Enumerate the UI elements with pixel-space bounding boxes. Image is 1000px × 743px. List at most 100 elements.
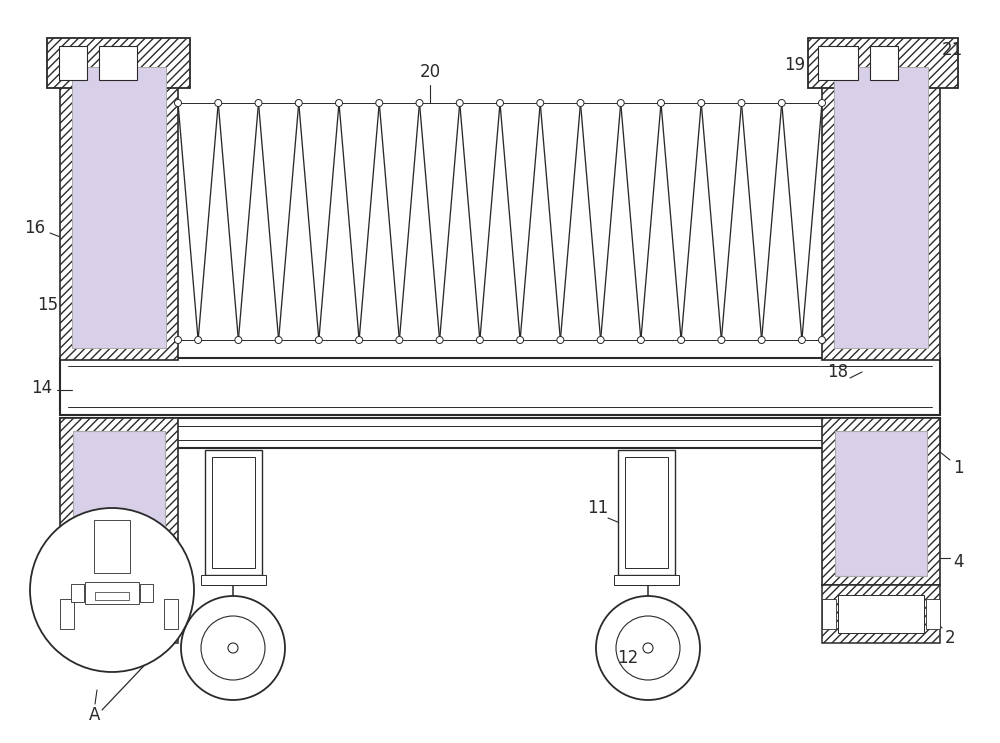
Bar	[60, 55, 178, 360]
Bar	[808, 38, 958, 88]
Bar	[60, 418, 940, 448]
Circle shape	[275, 337, 282, 343]
Bar	[94, 520, 130, 573]
Text: 11: 11	[587, 499, 609, 517]
Circle shape	[596, 596, 700, 700]
Circle shape	[637, 337, 644, 343]
Text: 18: 18	[827, 363, 849, 381]
Circle shape	[476, 337, 483, 343]
Circle shape	[30, 508, 194, 672]
Bar	[618, 450, 675, 575]
Bar	[822, 55, 940, 360]
Bar	[47, 38, 190, 88]
Bar	[164, 599, 178, 629]
Bar	[870, 46, 898, 80]
Bar	[86, 512, 138, 577]
Circle shape	[658, 100, 664, 106]
Bar	[72, 67, 166, 348]
Bar	[60, 55, 178, 360]
Circle shape	[175, 100, 182, 106]
Circle shape	[718, 337, 725, 343]
Circle shape	[456, 100, 463, 106]
Circle shape	[778, 100, 785, 106]
Bar	[60, 418, 178, 585]
Bar	[71, 584, 84, 602]
Circle shape	[678, 337, 685, 343]
Circle shape	[215, 100, 222, 106]
Bar	[99, 46, 137, 80]
Circle shape	[295, 100, 302, 106]
Bar	[201, 575, 266, 585]
Bar	[822, 599, 836, 629]
Text: 1: 1	[953, 459, 963, 477]
Circle shape	[616, 616, 680, 680]
Circle shape	[195, 337, 202, 343]
Text: 21: 21	[941, 41, 963, 59]
Bar	[73, 431, 165, 576]
Bar	[60, 585, 178, 643]
Bar	[822, 585, 940, 643]
Text: 19: 19	[784, 56, 806, 74]
Text: 14: 14	[31, 379, 53, 397]
Bar	[818, 46, 858, 80]
Circle shape	[758, 337, 765, 343]
Circle shape	[376, 100, 383, 106]
Bar	[71, 574, 153, 612]
Bar	[838, 595, 924, 633]
Bar	[60, 585, 178, 643]
Bar	[614, 575, 679, 585]
Text: 2: 2	[945, 629, 955, 647]
Text: 15: 15	[37, 296, 59, 314]
Circle shape	[255, 100, 262, 106]
Circle shape	[235, 337, 242, 343]
Circle shape	[416, 100, 423, 106]
Circle shape	[643, 643, 653, 653]
Circle shape	[436, 337, 443, 343]
Bar	[60, 358, 940, 415]
Bar	[205, 450, 262, 575]
Circle shape	[617, 100, 624, 106]
Text: 12: 12	[617, 649, 639, 667]
Bar	[822, 55, 940, 360]
Bar	[95, 592, 129, 600]
Bar	[926, 599, 940, 629]
Bar	[822, 418, 940, 585]
Circle shape	[496, 100, 504, 106]
Bar	[71, 574, 153, 612]
Bar	[834, 67, 928, 348]
Bar	[212, 457, 255, 568]
Circle shape	[396, 337, 403, 343]
Bar	[835, 431, 927, 576]
Text: 4: 4	[953, 553, 963, 571]
Text: A: A	[89, 706, 101, 724]
Circle shape	[175, 337, 182, 343]
Bar	[822, 585, 940, 643]
Bar	[47, 38, 190, 88]
Circle shape	[517, 337, 524, 343]
Circle shape	[181, 596, 285, 700]
Circle shape	[597, 337, 604, 343]
Circle shape	[537, 100, 544, 106]
Circle shape	[336, 100, 342, 106]
Bar	[86, 512, 138, 577]
Bar	[59, 46, 87, 80]
Bar	[808, 38, 958, 88]
Circle shape	[228, 643, 238, 653]
Circle shape	[577, 100, 584, 106]
Circle shape	[356, 337, 363, 343]
Circle shape	[798, 337, 805, 343]
Text: 16: 16	[24, 219, 46, 237]
Circle shape	[818, 337, 826, 343]
Circle shape	[201, 616, 265, 680]
Bar	[140, 584, 153, 602]
Bar	[60, 418, 178, 585]
Bar	[60, 599, 74, 629]
Circle shape	[818, 100, 826, 106]
Circle shape	[557, 337, 564, 343]
Bar	[85, 582, 139, 604]
Text: 20: 20	[419, 63, 441, 81]
Circle shape	[738, 100, 745, 106]
Bar	[76, 595, 162, 633]
Circle shape	[698, 100, 705, 106]
Bar	[822, 418, 940, 585]
